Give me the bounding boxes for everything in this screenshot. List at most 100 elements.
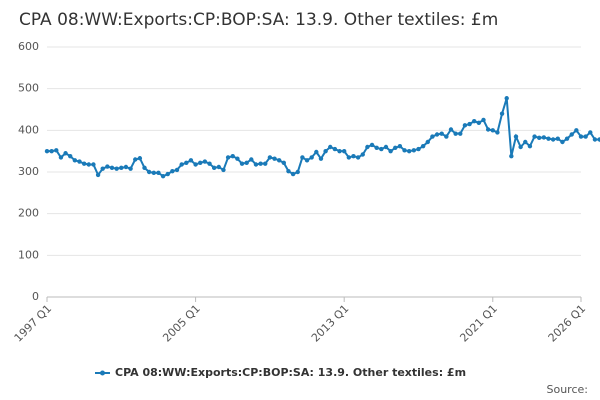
point [458, 131, 463, 136]
point [179, 162, 184, 167]
y-tick-label: 600 [18, 40, 39, 53]
point [383, 144, 389, 150]
point [91, 162, 96, 167]
point [54, 148, 59, 153]
point [253, 162, 259, 167]
point [221, 167, 226, 173]
point [355, 155, 361, 160]
point [174, 167, 180, 173]
point [527, 143, 533, 149]
point [151, 170, 156, 176]
point [314, 149, 319, 155]
point [105, 164, 110, 169]
point [156, 170, 161, 176]
point [564, 136, 570, 141]
point [574, 128, 579, 133]
point [444, 134, 449, 139]
point [337, 148, 342, 154]
point [244, 160, 249, 166]
point [86, 162, 91, 167]
point [211, 165, 217, 171]
y-tick-label: 300 [18, 165, 39, 178]
point [509, 153, 514, 159]
point [281, 160, 287, 166]
point [202, 159, 208, 164]
point [286, 168, 291, 174]
point [263, 161, 268, 166]
point [230, 153, 235, 159]
point [425, 139, 430, 145]
point [295, 169, 300, 175]
point [397, 143, 403, 149]
point [411, 148, 417, 153]
point [472, 118, 477, 124]
point [369, 142, 375, 148]
point [328, 144, 333, 150]
point [495, 130, 500, 135]
point [513, 134, 519, 139]
point [523, 139, 528, 145]
y-tick-label: 100 [18, 248, 39, 261]
point [160, 173, 166, 179]
point [276, 158, 282, 163]
point [341, 148, 347, 154]
point [550, 137, 556, 142]
point [393, 145, 398, 151]
point [578, 134, 584, 139]
point [95, 172, 101, 178]
point [439, 131, 444, 136]
point [207, 161, 212, 166]
point [546, 136, 551, 141]
point [481, 117, 486, 123]
point [560, 139, 565, 145]
point [290, 171, 296, 177]
point [58, 155, 64, 160]
point [467, 121, 472, 127]
point [360, 152, 365, 157]
point [304, 158, 310, 163]
point [216, 164, 222, 170]
point [249, 157, 254, 162]
legend-label: CPA 08:WW:Exports:CP:BOP:SA: 13.9. Other… [115, 366, 466, 379]
point [77, 159, 82, 164]
point [272, 156, 277, 161]
point [133, 157, 138, 162]
point [453, 131, 458, 136]
point [198, 160, 203, 166]
point [597, 137, 600, 142]
point [258, 161, 263, 166]
point [318, 156, 324, 161]
point [416, 146, 421, 152]
point [406, 148, 412, 154]
point [119, 165, 124, 171]
point [583, 134, 588, 139]
point [434, 132, 440, 137]
point [81, 161, 87, 166]
point [588, 130, 593, 135]
point [462, 123, 468, 128]
point [123, 164, 129, 170]
point [323, 148, 328, 154]
point [49, 148, 54, 154]
point [420, 143, 426, 149]
point [485, 127, 491, 132]
point [72, 158, 78, 163]
point [165, 171, 170, 177]
point [68, 153, 73, 159]
point [109, 165, 115, 171]
point [267, 155, 273, 160]
point [300, 155, 305, 160]
y-tick-label: 500 [18, 82, 39, 95]
point [476, 120, 482, 126]
point [402, 148, 407, 153]
point [448, 127, 454, 132]
point [518, 144, 523, 150]
point [490, 128, 495, 133]
point [499, 111, 505, 116]
point [532, 134, 537, 139]
y-tick-label: 400 [18, 123, 39, 136]
point [504, 96, 509, 101]
point [63, 151, 68, 156]
chart-title: CPA 08:WW:Exports:CP:BOP:SA: 13.9. Other… [19, 10, 498, 30]
